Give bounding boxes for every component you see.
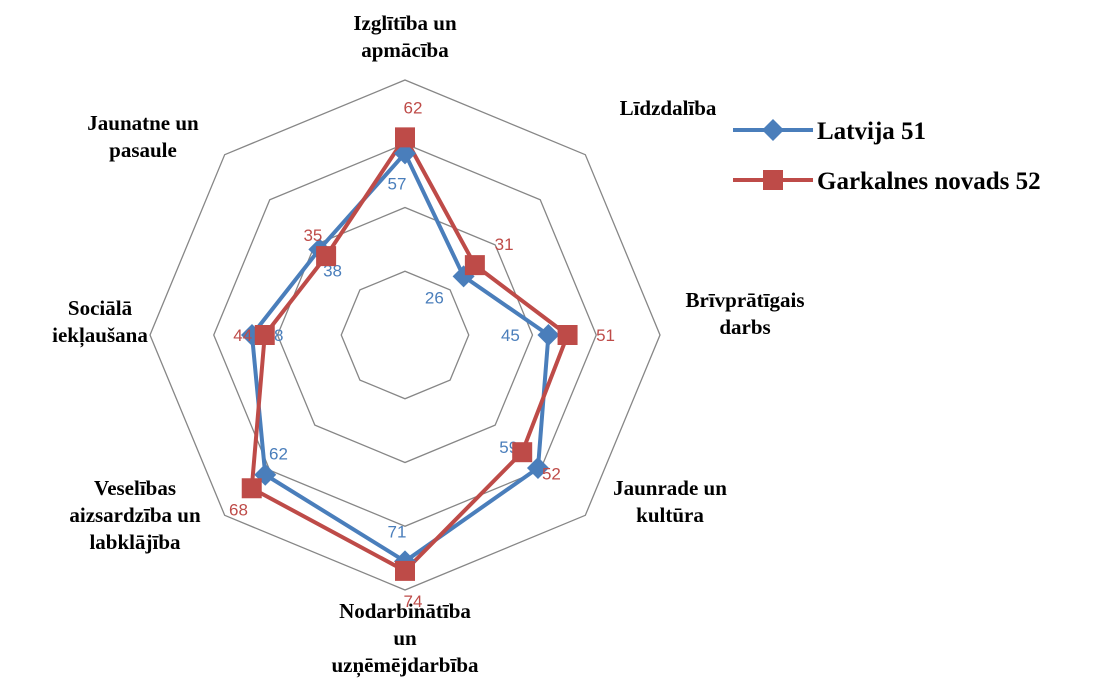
legend-label: Garkalnes novads 52 (817, 168, 1041, 195)
data-label: 62 (404, 98, 423, 117)
category-label: un (393, 626, 417, 650)
category-label: Sociālā (68, 296, 133, 320)
data-point (464, 255, 485, 276)
data-label: 35 (303, 226, 322, 245)
data-label: 51 (596, 326, 615, 345)
data-point (557, 325, 578, 345)
data-label: 31 (495, 235, 514, 254)
category-label: Izglītība un (353, 11, 457, 35)
data-label: 26 (425, 289, 444, 308)
data-label: 74 (404, 592, 423, 611)
data-label: 38 (323, 262, 342, 281)
data-label: 52 (542, 464, 561, 483)
grid-ring (213, 143, 597, 527)
grid-ring (276, 206, 534, 464)
data-point (526, 456, 549, 479)
category-label: Jaunatne un (87, 111, 199, 135)
category-label: Nodarbinātība (339, 599, 471, 623)
data-point (395, 127, 415, 148)
data-point (394, 142, 416, 165)
category-label: aizsardzība un (69, 503, 201, 527)
category-label: iekļaušana (52, 323, 148, 348)
category-label: Līdzdalība (620, 96, 717, 120)
grid-ring (340, 270, 470, 400)
legend-marker (762, 119, 784, 141)
data-label: 68 (229, 500, 248, 519)
data-point (512, 442, 533, 463)
category-label: uzņēmējdarbība (332, 653, 480, 678)
data-label: 57 (388, 174, 407, 193)
data-point (395, 560, 415, 581)
category-label: labklājība (89, 530, 181, 554)
category-label: Jaunrade un (613, 476, 727, 500)
data-point (316, 246, 337, 267)
grid-ring (149, 79, 661, 591)
category-label: kultūra (636, 503, 704, 527)
series-line (249, 135, 570, 573)
data-label: 71 (388, 522, 407, 541)
legend-marker (763, 170, 783, 190)
category-label: Veselības (94, 476, 176, 500)
data-label: 44 (233, 326, 252, 345)
category-label: darbs (719, 315, 770, 339)
category-label: Brīvprātīgais (686, 288, 805, 312)
data-point (537, 324, 560, 346)
data-label: 62 (269, 445, 288, 464)
legend-label: Latvija 51 (817, 118, 926, 145)
data-point (254, 325, 275, 345)
data-label: 45 (501, 326, 520, 345)
category-label: pasaule (109, 138, 177, 162)
category-label: apmācība (361, 38, 449, 62)
series-line (250, 151, 551, 564)
data-point (241, 478, 262, 499)
